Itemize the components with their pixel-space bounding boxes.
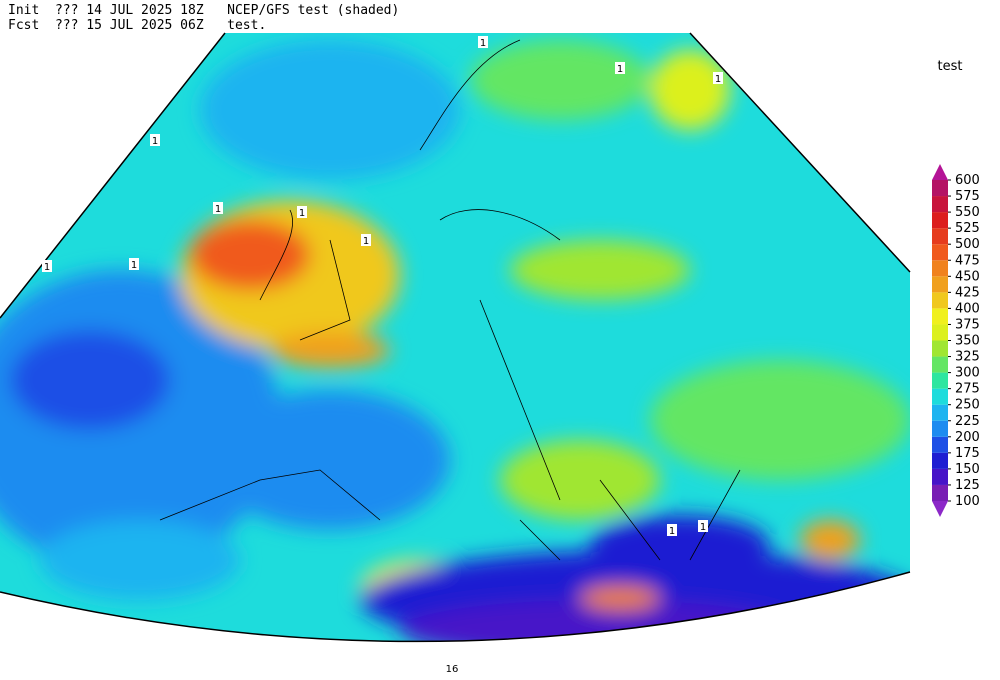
colorbar-box [932,324,948,341]
colorbar-tick-label: 100 [955,494,980,509]
contour-label-box [713,72,723,84]
colorbar-triangle [932,163,948,180]
contour-label: 1 [215,204,221,215]
colorbar-box [932,372,948,389]
contour-label-box [213,202,223,214]
contour-label: 16 [446,664,459,675]
colorbar-box [932,292,948,309]
contour-label-box [150,134,160,146]
contour-label: 1 [480,38,486,49]
colorbar-box [932,484,948,501]
contour-label: 1 [44,262,50,273]
contour-label: 1 [131,260,137,271]
colorbar-tick-label: 250 [955,398,980,413]
colorbar-tick-label: 500 [955,237,980,252]
colorbar-box [932,388,948,405]
contour-label: 1 [669,526,675,537]
colorbar-tick-label: 200 [955,430,980,445]
contour-label: 1 [152,136,158,147]
colorbar-tick-label: 450 [955,269,980,284]
colorbar-box [932,340,948,357]
colorbar-box [932,420,948,437]
colorbar-box [932,452,948,469]
contour-label-box [42,260,52,272]
colorbar-tick-label: 150 [955,462,980,477]
colorbar-tick-label: 125 [955,478,980,493]
colorbar-box [932,308,948,325]
colorbar-tick-label: 425 [955,285,980,300]
colorbar-tick-label: 225 [955,414,980,429]
header-line: Init ??? 14 JUL 2025 18Z NCEP/GFS test (… [8,3,399,18]
colorbar-tick-label: 525 [955,221,980,236]
contour-label: 1 [299,208,305,219]
colorbar-tick-label: 175 [955,446,980,461]
colorbar-title: test [938,59,963,74]
contour-label-box [447,662,457,674]
colorbar-tick-label: 375 [955,317,980,332]
colorbar-tick-label: 575 [955,189,980,204]
colorbar-box [932,404,948,421]
colorbar-tick-label: 350 [955,334,980,349]
contour-label-box [361,234,371,246]
colorbar-box [932,356,948,373]
colorbar-box [932,180,948,197]
contour-label-box [667,524,677,536]
colorbar-tick-label: 400 [955,301,980,316]
colorbar-tick-label: 550 [955,205,980,220]
contour-label-box [615,62,625,74]
contour-label: 1 [715,74,721,85]
contour-label: 1 [617,64,623,75]
colorbar-triangle [932,501,948,518]
shaded-field [0,33,910,642]
colorbar-box [932,468,948,485]
colorbar-tick-label: 475 [955,253,980,268]
contour-label-box [698,520,708,532]
colorbar-box [932,276,948,293]
colorbar-box [932,228,948,245]
colorbar-tick-label: 275 [955,382,980,397]
contour-label-box [129,258,139,270]
colorbar-box [932,196,948,213]
colorbar-tick-label: 300 [955,366,980,381]
domain-border [0,32,911,643]
contour-label: 1 [700,522,706,533]
contour-label-box [297,206,307,218]
colorbar-tick-label: 600 [955,173,980,188]
header-line: Fcst ??? 15 JUL 2025 06Z test. [8,18,266,33]
colorbar-tick-label: 325 [955,350,980,365]
colorbar-box [932,260,948,277]
contour-label-box [478,36,488,48]
colorbar-box [932,244,948,261]
colorbar-box [932,212,948,229]
contour-label: 1 [363,236,369,247]
colorbar-box [932,436,948,453]
